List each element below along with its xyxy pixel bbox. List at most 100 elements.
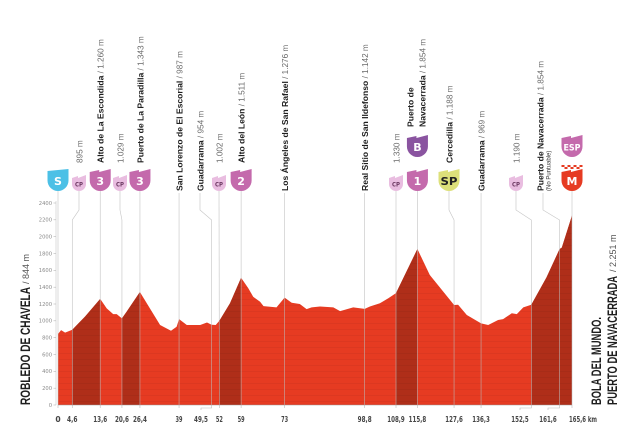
y-tick-label: 2200 [39, 218, 52, 224]
badge-cp-badge-shape [389, 175, 403, 191]
y-tick-label: 1000 [39, 319, 52, 325]
x-tick-label: 115,8 [409, 415, 427, 424]
marker-label: Guadarrama / 969 m [477, 111, 487, 191]
x-tick-mark [200, 405, 212, 410]
badge-label: 2 [237, 175, 245, 188]
marker-label: 895 m [76, 140, 85, 163]
y-tick-label: 1200 [39, 302, 52, 308]
badge-b: B [406, 135, 428, 157]
marker-name: Cercedilla [445, 122, 455, 163]
x-tick-label: 4,6 [67, 415, 78, 424]
marker-label: Puerto de La Paradilla / 1.343 m [135, 36, 145, 163]
marker-elevation: / 969 m [478, 111, 487, 141]
marker-label: Puerto de [405, 87, 415, 127]
badge-label: CP [75, 180, 83, 188]
marker-label: 1.330 m [393, 133, 402, 163]
badge-label: CP [116, 180, 124, 188]
checkered-flag-pattern [570, 167, 574, 169]
badge-esp: ESP [561, 135, 583, 157]
checkered-flag-pattern [576, 167, 580, 169]
badge-cp: CP [509, 175, 523, 191]
markers: S CP 895 m 3 Alto de La Escondida / 1.260 m C… [47, 36, 583, 192]
start-town-label: ROBLEDO DE CHAVELA [17, 287, 33, 405]
x-tick-mark [547, 405, 560, 410]
x-tick-label: 136,3 [472, 415, 490, 424]
checkered-flag-pattern [579, 165, 583, 167]
marker-elevation: 1.029 m [117, 133, 126, 163]
badge-label: ESP [564, 143, 581, 153]
marker-elevation: 1.002 m [216, 133, 225, 163]
y-tick-label: 1400 [39, 285, 52, 291]
marker-label: Cercedilla / 1.188 m [445, 85, 455, 163]
y-tick-label: 600 [42, 352, 52, 358]
marker-label: Alto del León / 1.511 m [237, 73, 247, 163]
badge-s: S [47, 169, 69, 192]
badge-esp-badge-shape [561, 135, 583, 157]
badge-label: 1 [414, 175, 422, 188]
x-tick-label: 152,5 [511, 415, 529, 424]
badge-sp: SP [438, 169, 460, 192]
y-tick-label: 2400 [39, 201, 52, 207]
marker-name: Alto del León [237, 109, 247, 163]
badge-b-badge-shape [406, 135, 428, 157]
marker-elevation: 1.330 m [393, 133, 402, 163]
badge-label: 3 [96, 175, 104, 188]
checkered-flag-pattern [564, 167, 568, 169]
x-tick-label: 98,8 [358, 415, 372, 424]
checkered-flag-pattern [561, 165, 565, 167]
badge-label: CP [215, 180, 223, 188]
y-tick-label: 0 [49, 403, 52, 409]
marker-elevation: / 1.276 m [281, 45, 290, 82]
marker-label: Los Ángeles de San Rafael / 1.276 m [280, 45, 290, 191]
finish-elevation-label: / 2.251 m [608, 234, 618, 272]
start-finish-labels: ROBLEDO DE CHAVELA / 844 m BOLA DEL MUND… [17, 234, 620, 405]
marker-label: Guadarrama / 954 m [196, 111, 206, 191]
marker-elevation: / 1.188 m [446, 85, 455, 122]
marker-name: Puerto de [405, 87, 415, 127]
badge-label: S [54, 175, 62, 188]
marker-label: 1.002 m [216, 133, 225, 163]
marker-elevation: 895 m [76, 140, 85, 163]
leader-line [515, 191, 532, 405]
marker-label: San Lorenzo de El Escorial / 987 m [175, 51, 185, 191]
x-tick-label: 73 [281, 415, 288, 424]
badge-3-badge-shape [89, 169, 111, 192]
y-tick-label: 2000 [39, 234, 52, 240]
checkered-flag-pattern [567, 165, 571, 167]
marker-name: Puerto de Navacerrada [536, 97, 546, 191]
badge-1: 1 [406, 169, 428, 192]
marker-name: San Lorenzo de El Escorial [175, 81, 185, 191]
x-tick-label: 13,6 [93, 415, 107, 424]
x-tick-label: 20,6 [115, 415, 129, 424]
marker-name: Guadarrama [196, 140, 206, 191]
leader-line [199, 193, 212, 405]
x-axis: 0 4,6 13,6 20,6 26,4 39 49,5 52 59 73 98,8 108,9 115… [55, 404, 597, 424]
leader-line [119, 191, 123, 405]
marker-label: Alto de La Escondida / 1.260 m [96, 39, 106, 163]
badge-2-badge-shape [230, 169, 252, 192]
badge-label: 3 [136, 175, 144, 188]
marker-elevation: / 954 m [197, 111, 206, 141]
y-tick-label: 400 [42, 369, 52, 375]
finish-name-line1: BOLA DEL MUNDO. [588, 317, 604, 405]
marker-name: Puerto de La Paradilla [135, 73, 145, 163]
marker-elevation: 1.190 m [513, 133, 522, 163]
badge-cp: CP [389, 175, 403, 191]
badge-label: CP [512, 180, 520, 188]
start-elevation-label: / 844 m [21, 254, 31, 284]
badge-label: CP [392, 180, 400, 188]
x-tick-label: 0 [55, 415, 60, 424]
marker-name: Alto de La Escondida [96, 75, 106, 163]
marker-note: (No Puntuable) [547, 151, 553, 191]
profile-texture [58, 215, 572, 405]
badge-cp: CP [113, 175, 127, 191]
badge-cp: CP [72, 175, 86, 191]
x-tick-label: 49,5 [194, 415, 208, 424]
badge-1-badge-shape [406, 169, 428, 192]
badge-cp-badge-shape [212, 175, 226, 191]
badge-3-badge-shape [129, 169, 151, 192]
leader-line [542, 193, 560, 405]
badge-2: 2 [230, 169, 252, 192]
marker-label: 1.029 m [117, 133, 126, 163]
